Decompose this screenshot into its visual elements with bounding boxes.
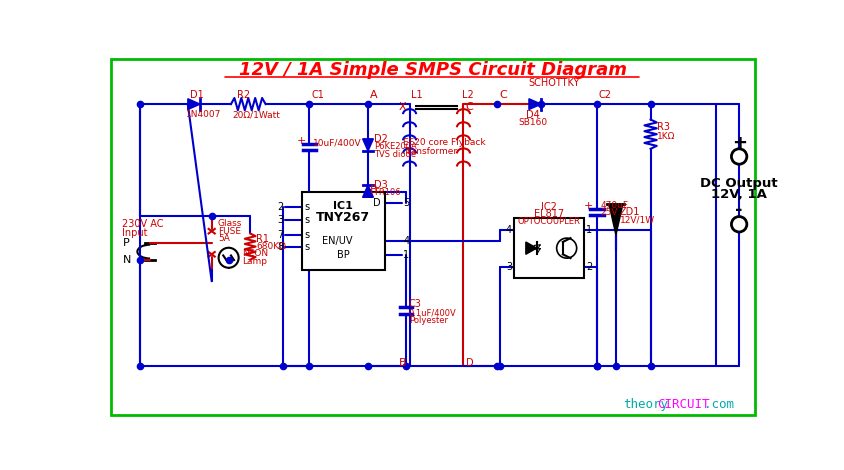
Text: 7: 7 [277, 230, 283, 240]
Text: NEON: NEON [242, 250, 268, 259]
Text: C2: C2 [598, 90, 610, 100]
Text: 1: 1 [585, 226, 592, 235]
Text: P: P [123, 238, 130, 248]
Text: EE20 core Flyback: EE20 core Flyback [403, 138, 485, 147]
Text: C: C [465, 102, 473, 112]
Text: B: B [369, 185, 376, 196]
Text: 2: 2 [277, 202, 283, 212]
Text: +: + [731, 133, 746, 152]
Text: s: s [305, 202, 310, 212]
Text: 230V AC: 230V AC [122, 219, 163, 229]
Text: TNY267: TNY267 [316, 211, 370, 224]
Text: IC1: IC1 [333, 201, 353, 211]
Text: 25V: 25V [600, 208, 617, 217]
Text: D: D [373, 198, 381, 209]
Text: 3: 3 [277, 215, 283, 225]
Text: Glass: Glass [218, 219, 242, 228]
Text: Lamp: Lamp [242, 257, 268, 266]
Text: 1: 1 [403, 250, 409, 260]
Polygon shape [525, 242, 536, 254]
Text: .com: .com [704, 398, 733, 411]
Bar [301, 192, 385, 270]
Text: 12V, 1A: 12V, 1A [711, 188, 766, 202]
Text: 5: 5 [403, 198, 409, 209]
Text: TVS diode: TVS diode [374, 149, 416, 159]
Text: 1N4007: 1N4007 [186, 110, 221, 119]
Text: Transformer: Transformer [403, 148, 457, 157]
Circle shape [556, 238, 576, 258]
Text: C3: C3 [408, 299, 421, 309]
Text: SB160: SB160 [517, 118, 547, 127]
Polygon shape [362, 139, 373, 151]
Text: EL817: EL817 [533, 209, 563, 219]
Text: theory: theory [623, 398, 668, 411]
Text: R1: R1 [256, 234, 269, 244]
Text: 470uF: 470uF [600, 201, 628, 210]
Text: SCHOTTKY: SCHOTTKY [528, 78, 579, 87]
Text: 10uF/400V: 10uF/400V [312, 138, 360, 147]
Text: Polyester: Polyester [408, 316, 447, 325]
Text: 2: 2 [585, 262, 592, 273]
Text: 3: 3 [506, 262, 511, 273]
Text: s: s [305, 230, 310, 240]
Text: D3: D3 [374, 180, 387, 190]
Text: 4: 4 [403, 236, 409, 246]
Text: A: A [370, 90, 377, 100]
Circle shape [731, 149, 746, 164]
Text: R3: R3 [656, 122, 669, 132]
Circle shape [219, 248, 238, 268]
Text: EN/UV: EN/UV [322, 236, 352, 246]
Text: Input: Input [122, 228, 147, 238]
Text: OPTOCOUPLER: OPTOCOUPLER [517, 217, 580, 226]
Text: 680KΩ: 680KΩ [256, 242, 286, 251]
Text: 12V/1W: 12V/1W [619, 215, 654, 224]
Text: FUSE: FUSE [218, 227, 241, 235]
Text: N: N [123, 256, 132, 266]
Text: s: s [305, 215, 310, 225]
Text: C1: C1 [311, 90, 323, 100]
Polygon shape [609, 204, 622, 235]
Text: R2: R2 [237, 90, 250, 100]
Text: D4: D4 [525, 110, 539, 120]
Text: P6KE200A: P6KE200A [374, 142, 416, 151]
Text: ZD1: ZD1 [619, 207, 640, 217]
Polygon shape [187, 99, 200, 110]
Text: CIRCUIT: CIRCUIT [656, 398, 708, 411]
Text: 12V / 1A Simple SMPS Circuit Diagram: 12V / 1A Simple SMPS Circuit Diagram [238, 61, 626, 79]
Text: IC2: IC2 [540, 202, 556, 212]
Text: 0.1uF/400V: 0.1uF/400V [408, 308, 456, 317]
Circle shape [731, 217, 746, 232]
Text: BP: BP [337, 250, 349, 260]
Text: 4: 4 [506, 226, 511, 235]
Polygon shape [362, 185, 373, 197]
Text: C: C [498, 90, 506, 100]
Text: -: - [734, 202, 742, 219]
Text: 1KΩ: 1KΩ [656, 132, 674, 141]
Text: D2: D2 [374, 134, 387, 144]
Text: +: + [582, 201, 592, 211]
Polygon shape [528, 99, 541, 110]
Text: DC Output: DC Output [700, 177, 777, 190]
Text: L1: L1 [411, 90, 422, 100]
Text: 8: 8 [277, 243, 283, 252]
Text: X: X [398, 102, 406, 112]
Text: D1: D1 [190, 90, 203, 100]
Text: +: + [297, 136, 306, 146]
Text: 20Ω/1Watt: 20Ω/1Watt [232, 110, 280, 119]
Text: L2: L2 [462, 90, 473, 100]
Text: B: B [398, 358, 406, 368]
Text: FR106: FR106 [374, 188, 400, 197]
Text: s: s [305, 243, 310, 252]
Text: 5A: 5A [218, 235, 230, 243]
Text: D: D [465, 358, 473, 368]
Bar [514, 218, 583, 278]
